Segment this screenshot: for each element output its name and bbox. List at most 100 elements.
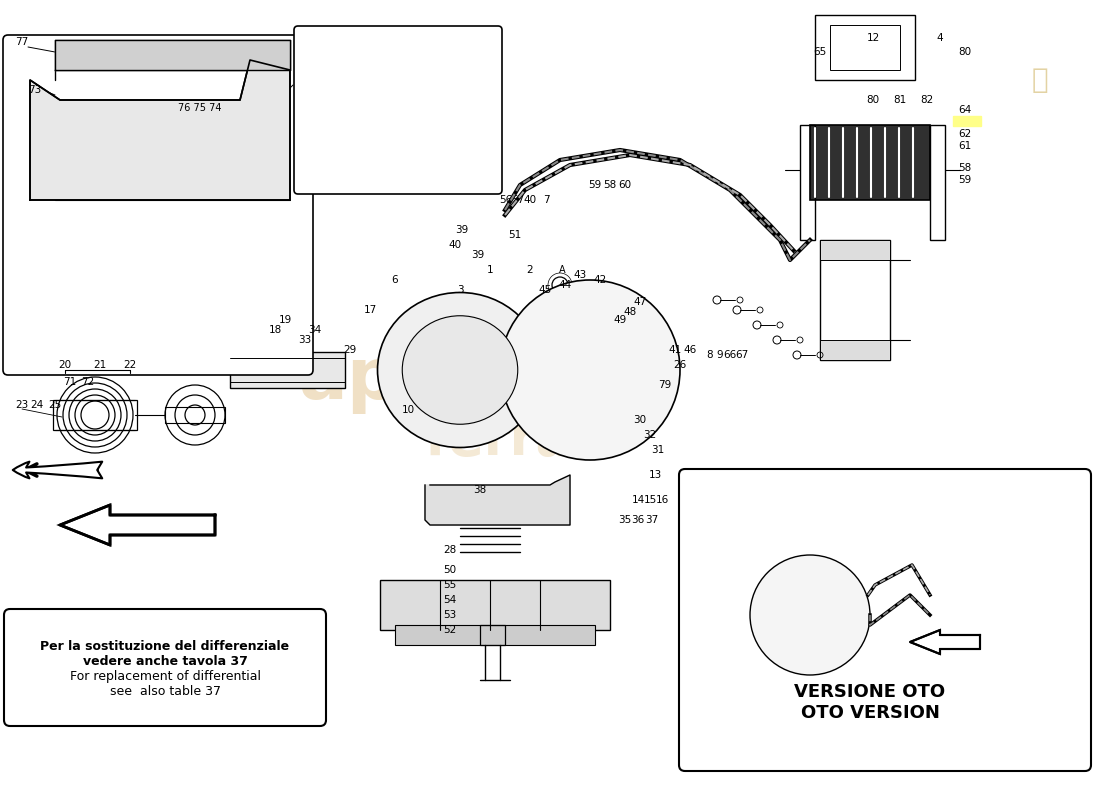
Circle shape <box>432 50 442 60</box>
Circle shape <box>527 423 537 433</box>
Text: Per la sostituzione del differenziale
vedere anche tavola 37: Per la sostituzione del differenziale ve… <box>41 640 289 668</box>
Text: 19: 19 <box>278 315 292 325</box>
Text: 40: 40 <box>524 195 537 205</box>
Text: 48: 48 <box>624 307 637 317</box>
Text: 8: 8 <box>706 350 713 360</box>
Text: 15: 15 <box>644 495 657 505</box>
Text: 58: 58 <box>958 163 971 173</box>
Ellipse shape <box>403 316 518 424</box>
Text: 18: 18 <box>268 325 282 335</box>
Bar <box>820 240 890 360</box>
Text: 41: 41 <box>669 345 682 355</box>
FancyBboxPatch shape <box>679 469 1091 771</box>
Ellipse shape <box>377 293 542 447</box>
Bar <box>1010 590 1035 600</box>
Text: 12: 12 <box>867 33 880 43</box>
Text: A: A <box>559 265 565 275</box>
Text: 33: 33 <box>298 335 311 345</box>
Text: 57: 57 <box>741 570 755 580</box>
Text: 76 75 74: 76 75 74 <box>178 103 222 113</box>
Text: 22: 22 <box>123 360 136 370</box>
Bar <box>53 400 138 430</box>
Text: 47: 47 <box>634 297 647 307</box>
Text: 70: 70 <box>424 33 437 43</box>
Bar <box>230 352 345 388</box>
Text: 66: 66 <box>724 350 737 360</box>
Bar <box>428 49 446 61</box>
Text: 63: 63 <box>958 117 972 127</box>
Bar <box>820 340 890 360</box>
FancyBboxPatch shape <box>294 26 502 194</box>
Text: 11: 11 <box>416 385 429 395</box>
Text: 58: 58 <box>604 180 617 190</box>
Text: 63: 63 <box>958 117 972 127</box>
Text: 77: 77 <box>15 37 29 47</box>
Text: 3: 3 <box>456 285 463 295</box>
Text: 38: 38 <box>473 485 486 495</box>
Text: 16: 16 <box>656 495 669 505</box>
Text: 61: 61 <box>958 141 971 151</box>
Bar <box>930 590 1010 645</box>
Text: 28: 28 <box>443 545 456 555</box>
Text: 53: 53 <box>443 610 456 620</box>
Text: 1: 1 <box>486 265 493 275</box>
Text: 78: 78 <box>297 75 310 85</box>
Text: 5: 5 <box>452 330 459 340</box>
Text: VERSIONE OTO
OTO VERSION: VERSIONE OTO OTO VERSION <box>794 683 946 722</box>
Text: 14: 14 <box>631 495 645 505</box>
Bar <box>165 407 226 423</box>
Text: 57: 57 <box>512 195 525 205</box>
Polygon shape <box>425 475 570 525</box>
Text: 82: 82 <box>921 95 934 105</box>
Text: 45: 45 <box>538 285 551 295</box>
Text: 81: 81 <box>893 95 906 105</box>
FancyBboxPatch shape <box>3 35 314 375</box>
Text: 56: 56 <box>499 195 513 205</box>
Bar <box>1010 615 1035 625</box>
Text: apassion: apassion <box>299 346 661 414</box>
Text: 36: 36 <box>631 515 645 525</box>
Text: 69: 69 <box>333 75 346 85</box>
Text: 59: 59 <box>588 180 602 190</box>
Ellipse shape <box>750 555 870 675</box>
Circle shape <box>644 307 653 317</box>
Text: 6: 6 <box>392 275 398 285</box>
Text: F1: F1 <box>356 150 384 170</box>
Circle shape <box>667 365 676 375</box>
Text: 4: 4 <box>937 33 944 43</box>
Text: 68: 68 <box>453 33 466 43</box>
FancyBboxPatch shape <box>4 609 326 726</box>
Text: 54: 54 <box>443 595 456 605</box>
Text: 44: 44 <box>559 280 572 290</box>
Text: 55: 55 <box>443 580 456 590</box>
Text: 60: 60 <box>618 180 631 190</box>
Text: 80: 80 <box>867 95 880 105</box>
Bar <box>1010 565 1025 645</box>
Text: 32: 32 <box>644 430 657 440</box>
Text: 42: 42 <box>593 275 606 285</box>
Text: 34: 34 <box>308 325 321 335</box>
Text: 20: 20 <box>58 360 72 370</box>
Text: 29: 29 <box>343 345 356 355</box>
Text: 46: 46 <box>683 345 696 355</box>
Text: 7: 7 <box>542 195 549 205</box>
Text: 39: 39 <box>455 225 469 235</box>
Text: A: A <box>311 40 318 50</box>
Polygon shape <box>60 505 215 545</box>
Bar <box>953 116 981 126</box>
Circle shape <box>585 447 595 457</box>
Text: ferrari: ferrari <box>425 414 615 466</box>
Text: 10: 10 <box>402 405 415 415</box>
Bar <box>930 125 945 240</box>
Text: 2: 2 <box>527 265 534 275</box>
Text: 43: 43 <box>573 270 586 280</box>
Text: 2: 2 <box>425 365 431 375</box>
Text: 49: 49 <box>614 315 627 325</box>
Bar <box>379 580 610 630</box>
Text: 56: 56 <box>724 570 737 580</box>
Text: 40: 40 <box>449 240 462 250</box>
Text: 62: 62 <box>958 129 971 139</box>
Text: 10: 10 <box>706 570 719 580</box>
Bar <box>1010 565 1035 575</box>
Text: 37: 37 <box>646 515 659 525</box>
